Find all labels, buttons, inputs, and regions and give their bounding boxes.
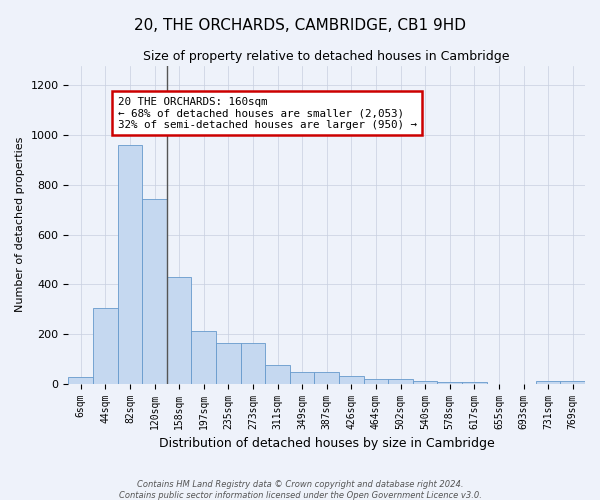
Bar <box>560 381 585 384</box>
Bar <box>93 308 118 384</box>
Bar <box>142 198 167 384</box>
Bar <box>216 342 241 384</box>
Bar <box>290 372 314 384</box>
Bar <box>413 380 437 384</box>
X-axis label: Distribution of detached houses by size in Cambridge: Distribution of detached houses by size … <box>159 437 494 450</box>
Bar <box>437 382 462 384</box>
Bar <box>118 145 142 384</box>
Bar <box>167 277 191 384</box>
Bar <box>536 381 560 384</box>
Bar <box>314 372 339 384</box>
Text: 20, THE ORCHARDS, CAMBRIDGE, CB1 9HD: 20, THE ORCHARDS, CAMBRIDGE, CB1 9HD <box>134 18 466 32</box>
Bar <box>265 365 290 384</box>
Bar <box>462 382 487 384</box>
Bar <box>388 379 413 384</box>
Bar <box>241 342 265 384</box>
Bar <box>68 378 93 384</box>
Bar <box>364 379 388 384</box>
Title: Size of property relative to detached houses in Cambridge: Size of property relative to detached ho… <box>143 50 510 63</box>
Bar <box>339 376 364 384</box>
Text: Contains HM Land Registry data © Crown copyright and database right 2024.
Contai: Contains HM Land Registry data © Crown c… <box>119 480 481 500</box>
Text: 20 THE ORCHARDS: 160sqm
← 68% of detached houses are smaller (2,053)
32% of semi: 20 THE ORCHARDS: 160sqm ← 68% of detache… <box>118 96 416 130</box>
Y-axis label: Number of detached properties: Number of detached properties <box>15 137 25 312</box>
Bar <box>191 332 216 384</box>
